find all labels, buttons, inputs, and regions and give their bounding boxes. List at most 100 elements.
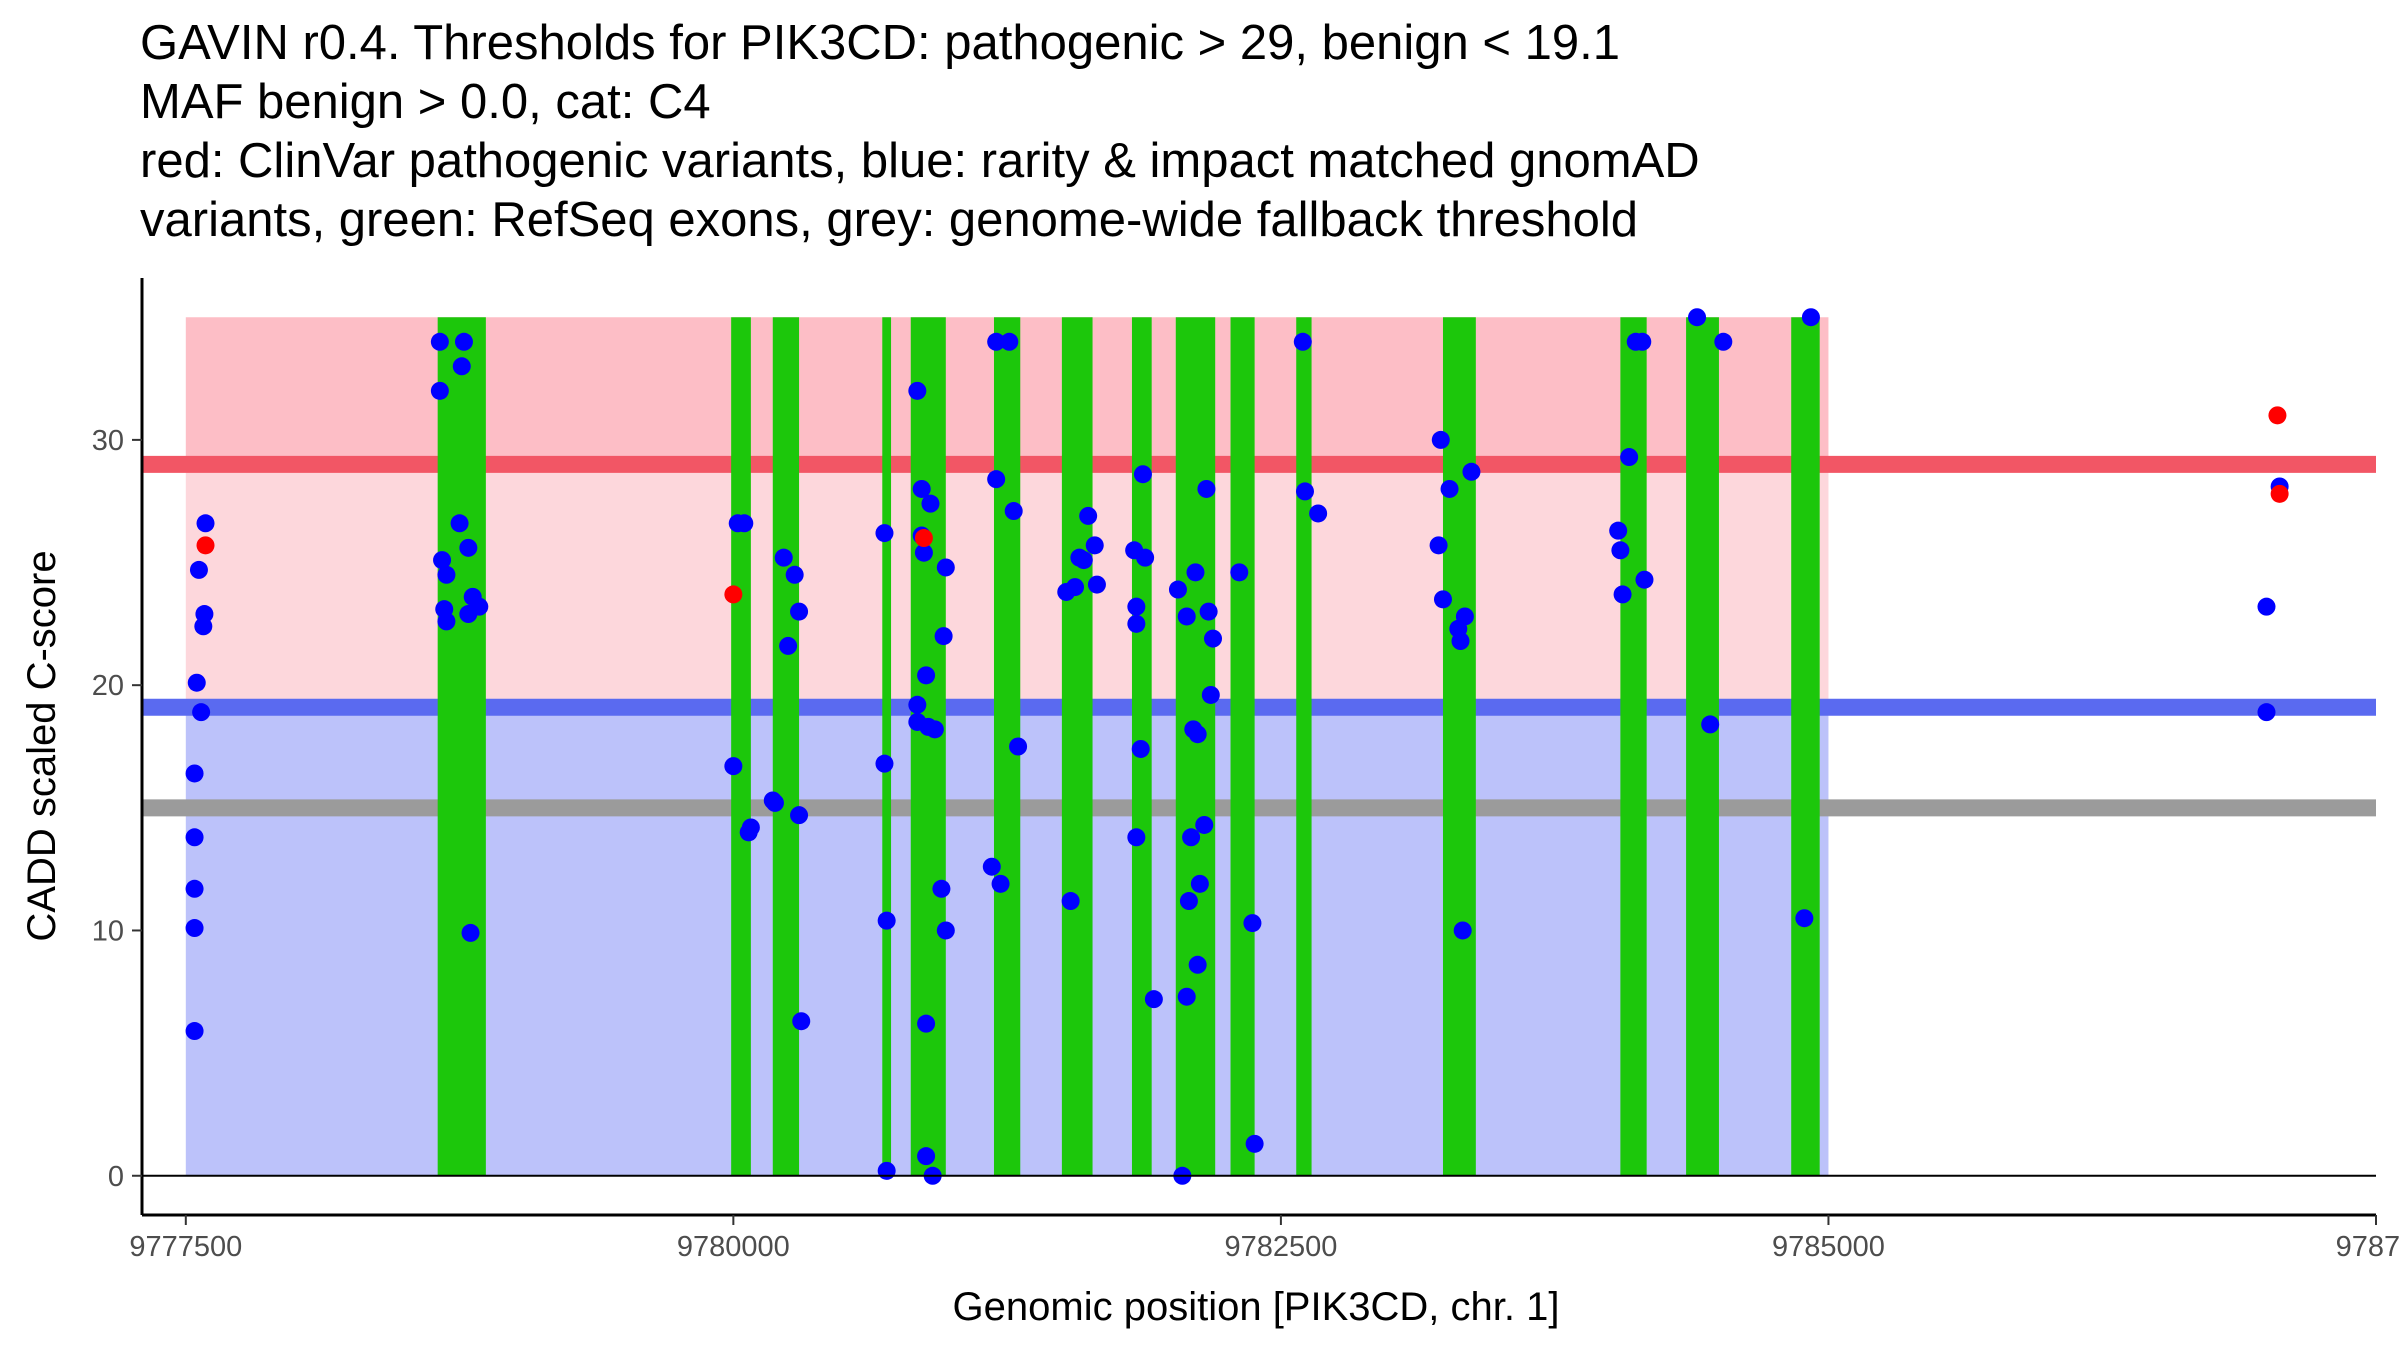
chart-title: GAVIN r0.4. Thresholds for PIK3CD: patho…: [140, 14, 1700, 250]
gnomad-point: [1144, 990, 1163, 1009]
gnomad-point: [1133, 465, 1152, 484]
gnomad-point: [877, 911, 896, 930]
gnomad-point: [982, 857, 1001, 876]
gnomad-point: [1074, 551, 1093, 570]
gnomad-point: [1186, 563, 1205, 582]
gnomad-point: [785, 565, 804, 584]
x-tick-label: 9782500: [1224, 1231, 1337, 1263]
gnomad-point: [185, 919, 204, 938]
gnomad-point: [875, 754, 894, 773]
gnomad-point: [987, 470, 1006, 489]
gnomad-point: [925, 720, 944, 739]
gnomad-point: [917, 666, 936, 685]
exon-bar: [910, 317, 946, 1176]
exon-bar: [731, 317, 751, 1176]
gnomad-point: [2257, 703, 2276, 722]
x-tick-label: 97875: [2336, 1231, 2400, 1263]
clinvar-point: [2268, 406, 2287, 425]
gnomad-point: [437, 612, 456, 631]
gnomad-point: [1009, 737, 1028, 756]
gnomad-point: [774, 548, 793, 567]
gnomad-point: [1201, 685, 1220, 704]
gnomad-point: [1127, 614, 1146, 633]
gnomad-point: [192, 703, 211, 722]
gnomad-point: [1179, 892, 1198, 911]
y-tick-label: 0: [108, 1161, 124, 1193]
gnomad-point: [187, 673, 206, 692]
gnomad-point: [912, 479, 931, 498]
gnomad-point: [470, 597, 489, 616]
variant-points: [185, 308, 2289, 1185]
gnomad-point: [1440, 479, 1459, 498]
exon-bar: [437, 317, 486, 1176]
gnomad-point: [1188, 955, 1207, 974]
gnomad-point: [1204, 629, 1223, 648]
gnomad-point: [1431, 430, 1450, 449]
gnomad-point: [1061, 892, 1080, 911]
title-line-1: GAVIN r0.4. Thresholds for PIK3CD: patho…: [140, 16, 1620, 70]
gnomad-point: [185, 764, 204, 783]
title-line-4: variants, green: RefSeq exons, grey: gen…: [140, 193, 1639, 247]
gnomad-point: [1293, 332, 1312, 351]
gnomad-point: [1801, 308, 1820, 327]
gnomad-point: [1004, 502, 1023, 521]
gnomad-point: [430, 381, 449, 400]
gnomad-point: [936, 558, 955, 577]
title-line-3: red: ClinVar pathogenic variants, blue: …: [140, 134, 1700, 188]
gnomad-point: [1795, 909, 1814, 928]
gnomad-point: [921, 494, 940, 513]
gnomad-point: [452, 357, 471, 376]
gnomad-point: [792, 1012, 811, 1031]
gnomad-point: [430, 332, 449, 351]
gnomad-point: [741, 818, 760, 837]
gnomad-point: [185, 828, 204, 847]
gnomad-point: [1633, 332, 1652, 351]
gnomad-point: [765, 793, 784, 812]
gnomad-point: [1066, 578, 1085, 597]
gnomad-point: [917, 1014, 936, 1033]
gnomad-point: [1195, 815, 1214, 834]
x-tick-label: 9780000: [677, 1231, 790, 1263]
gnomad-point: [450, 514, 469, 533]
gnomad-point: [1433, 590, 1452, 609]
gnomad-point: [1131, 739, 1150, 758]
gnomad-point: [875, 524, 894, 543]
exon-bar: [772, 317, 800, 1176]
gnomad-point: [917, 1147, 936, 1166]
gnomad-point: [1199, 602, 1218, 621]
gnomad-point: [1087, 575, 1106, 594]
clinvar-point: [196, 536, 215, 555]
gnomad-point: [433, 551, 452, 570]
gnomad-point: [908, 695, 927, 714]
gnomad-point: [1295, 482, 1314, 501]
x-tick-label: 9777500: [129, 1231, 242, 1263]
gnomad-point: [1609, 521, 1628, 540]
y-tick-label: 30: [92, 425, 124, 457]
threshold-lines: [142, 455, 2376, 817]
gnomad-point: [914, 543, 933, 562]
gnomad-point: [987, 332, 1006, 351]
gnomad-point: [1243, 914, 1262, 933]
gnomad-point: [189, 560, 208, 579]
gnomad-point: [1085, 536, 1104, 555]
gnomad-point: [1168, 580, 1187, 599]
exon-bar: [1175, 317, 1216, 1176]
gnomad-point: [1453, 921, 1472, 940]
gnomad-point: [1177, 987, 1196, 1006]
exon-bar: [1686, 317, 1719, 1176]
gnomad-point: [1182, 828, 1201, 847]
gnomad-point: [454, 332, 473, 351]
gnomad-point: [877, 1161, 896, 1180]
gnomad-point: [779, 636, 798, 655]
gnomad-point: [196, 514, 215, 533]
exon-bar: [882, 317, 892, 1176]
gnomad-point: [1230, 563, 1249, 582]
exon-bar: [1442, 317, 1476, 1176]
gnomad-point: [908, 381, 927, 400]
gnomad-point: [1127, 597, 1146, 616]
gnomad-point: [1079, 506, 1098, 525]
gnomad-point: [1611, 541, 1630, 560]
gnomad-point: [1688, 308, 1707, 327]
gnomad-point: [936, 921, 955, 940]
gnomad-point: [790, 806, 809, 825]
